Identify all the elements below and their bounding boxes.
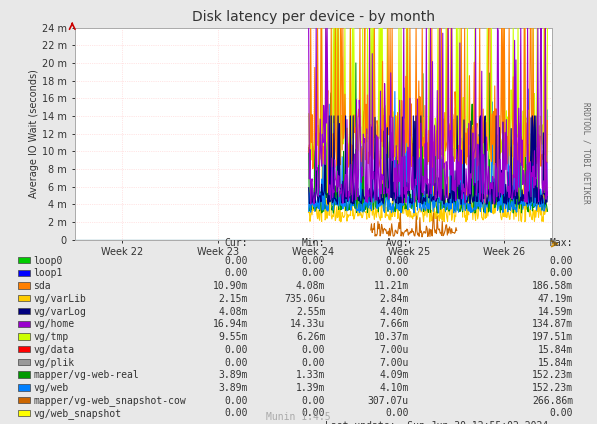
Text: 0.00: 0.00 [302,408,325,418]
Text: 186.58m: 186.58m [532,281,573,291]
Text: 16.94m: 16.94m [213,319,248,329]
Text: 0.00: 0.00 [386,256,409,266]
Text: 307.07u: 307.07u [368,396,409,406]
Text: 2.15m: 2.15m [219,294,248,304]
Text: 4.09m: 4.09m [380,370,409,380]
Text: loop1: loop1 [33,268,63,279]
Text: 0.00: 0.00 [224,345,248,355]
Text: sda: sda [33,281,51,291]
Text: 6.26m: 6.26m [296,332,325,342]
Text: 0.00: 0.00 [386,408,409,418]
Text: 15.84m: 15.84m [538,345,573,355]
Text: 7.00u: 7.00u [380,357,409,368]
Text: 1.33m: 1.33m [296,370,325,380]
Text: 0.00: 0.00 [550,408,573,418]
Text: 0.00: 0.00 [302,256,325,266]
Text: 152.23m: 152.23m [532,370,573,380]
Text: 10.90m: 10.90m [213,281,248,291]
Text: 0.00: 0.00 [302,345,325,355]
Y-axis label: Average IO Wait (seconds): Average IO Wait (seconds) [29,69,39,198]
Text: 0.00: 0.00 [224,408,248,418]
Text: 47.19m: 47.19m [538,294,573,304]
Text: Last update:  Sun Jun 30 12:55:02 2024: Last update: Sun Jun 30 12:55:02 2024 [325,421,549,424]
Text: 0.00: 0.00 [550,268,573,279]
Text: 14.33u: 14.33u [290,319,325,329]
Text: 4.08m: 4.08m [219,307,248,317]
Text: vg/varLog: vg/varLog [33,307,87,317]
Text: 0.00: 0.00 [302,396,325,406]
Text: 9.55m: 9.55m [219,332,248,342]
Text: 7.66m: 7.66m [380,319,409,329]
Text: 152.23m: 152.23m [532,383,573,393]
Text: 197.51m: 197.51m [532,332,573,342]
Text: RRDTOOL / TOBI OETIKER: RRDTOOL / TOBI OETIKER [581,102,591,204]
Text: vg/web: vg/web [33,383,69,393]
Text: vg/varLib: vg/varLib [33,294,87,304]
Text: vg/tmp: vg/tmp [33,332,69,342]
Text: 4.08m: 4.08m [296,281,325,291]
Text: 14.59m: 14.59m [538,307,573,317]
Text: 134.87m: 134.87m [532,319,573,329]
Text: 3.89m: 3.89m [219,370,248,380]
Text: 0.00: 0.00 [224,396,248,406]
Text: 0.00: 0.00 [224,256,248,266]
Text: Avg:: Avg: [386,238,409,248]
Text: 266.86m: 266.86m [532,396,573,406]
Text: 2.84m: 2.84m [380,294,409,304]
Text: 0.00: 0.00 [224,357,248,368]
Text: 15.84m: 15.84m [538,357,573,368]
Text: 11.21m: 11.21m [374,281,409,291]
Text: vg/plik: vg/plik [33,357,75,368]
Text: loop0: loop0 [33,256,63,266]
Text: 0.00: 0.00 [550,256,573,266]
Text: vg/data: vg/data [33,345,75,355]
Text: 7.00u: 7.00u [380,345,409,355]
Text: 735.06u: 735.06u [284,294,325,304]
Text: mapper/vg-web-real: mapper/vg-web-real [33,370,139,380]
Text: Munin 1.4.5: Munin 1.4.5 [266,412,331,422]
Text: 4.40m: 4.40m [380,307,409,317]
Text: mapper/vg-web_snapshot-cow: mapper/vg-web_snapshot-cow [33,395,186,406]
Text: vg/home: vg/home [33,319,75,329]
Text: 0.00: 0.00 [302,357,325,368]
Text: 4.10m: 4.10m [380,383,409,393]
Text: Max:: Max: [550,238,573,248]
Text: 1.39m: 1.39m [296,383,325,393]
Text: 10.37m: 10.37m [374,332,409,342]
Text: 0.00: 0.00 [302,268,325,279]
Text: vg/web_snapshot: vg/web_snapshot [33,408,122,419]
Text: 0.00: 0.00 [386,268,409,279]
Title: Disk latency per device - by month: Disk latency per device - by month [192,10,435,24]
Text: 0.00: 0.00 [224,268,248,279]
Text: 2.55m: 2.55m [296,307,325,317]
Text: Min:: Min: [302,238,325,248]
Text: Cur:: Cur: [224,238,248,248]
Text: 3.89m: 3.89m [219,383,248,393]
